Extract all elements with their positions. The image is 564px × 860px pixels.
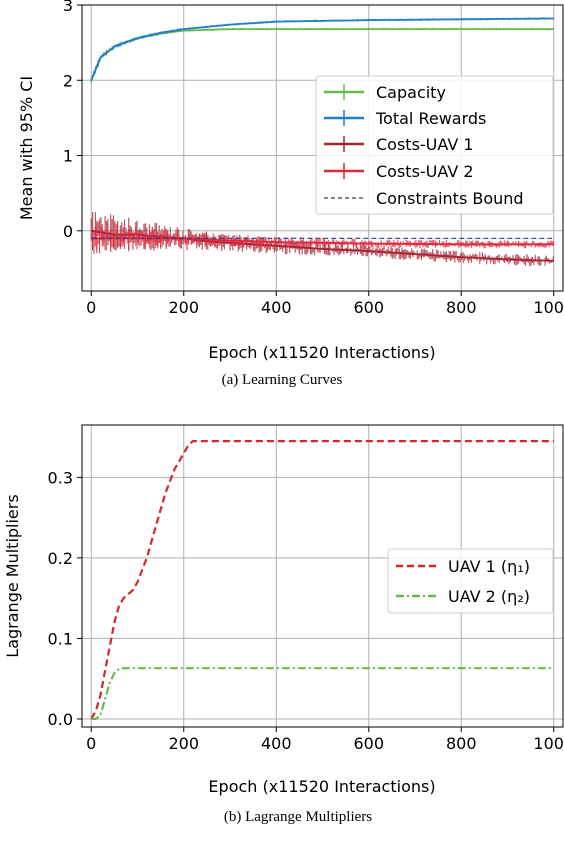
x-tick-label: 800 <box>446 298 477 317</box>
lagrange-legend: UAV 1 (η₁) UAV 2 (η₂) <box>387 548 554 614</box>
y-tick-label: 3 <box>63 0 73 15</box>
legend-entry-total-rewards: Total Rewards <box>324 109 486 128</box>
series-line <box>90 28 554 81</box>
learning-curves-series <box>90 17 554 267</box>
y-tick-label: 0.3 <box>48 468 73 487</box>
x-tick-label: 0 <box>86 734 96 753</box>
lagrange-frame <box>81 424 564 728</box>
legend-entry-costs-uav-1: Costs-UAV 1 <box>324 135 474 154</box>
lagrange-ylabel: Lagrange Multipliers <box>3 494 22 657</box>
lagrange-xlabel: Epoch (x11520 Interactions) <box>208 777 435 796</box>
x-tick-label: 200 <box>168 298 199 317</box>
caption-b: (b) Lagrange Multipliers <box>224 809 372 825</box>
y-tick-label: 0.1 <box>48 629 73 648</box>
learning-curves-legend: Capacity Total Rewards Costs-UAV 1 Costs… <box>315 75 554 215</box>
y-tick-label: 0 <box>63 222 73 241</box>
learning-curves-xlabel: Epoch (x11520 Interactions) <box>208 343 435 362</box>
legend-entry-costs-uav-2: Costs-UAV 2 <box>324 162 474 181</box>
x-tick-label: 600 <box>353 298 384 317</box>
learning-curves-frame <box>81 4 564 292</box>
legend-label: Capacity <box>376 83 446 102</box>
legend-box <box>315 75 554 215</box>
series-line <box>90 17 554 81</box>
legend-label: Constraints Bound <box>376 189 524 208</box>
learning-curves-ylabel: Mean with 95% CI <box>17 76 36 220</box>
caption-a: (a) Learning Curves <box>222 372 343 388</box>
series-line <box>91 237 554 246</box>
lagrange-grid <box>82 425 563 727</box>
series-line <box>91 667 554 721</box>
legend-label: Costs-UAV 2 <box>376 162 474 181</box>
series-ci-band <box>90 27 554 83</box>
x-tick-label: 400 <box>261 734 292 753</box>
legend-label: Total Rewards <box>375 109 486 128</box>
legend-entry-uav-1: UAV 1 (η₁) <box>396 557 530 576</box>
x-tick-label: 0 <box>86 298 96 317</box>
lagrange-series <box>90 440 554 721</box>
y-tick-label: 1 <box>63 147 73 166</box>
y-tick-label: 0.2 <box>48 549 73 568</box>
legend-label: UAV 1 (η₁) <box>448 557 530 576</box>
x-tick-label: 800 <box>446 734 477 753</box>
x-tick-label: 400 <box>261 298 292 317</box>
legend-entry-constraints-bound: Constraints Bound <box>324 189 524 208</box>
legend-label: UAV 2 (η₂) <box>448 587 530 606</box>
y-tick-label: 2 <box>63 71 73 90</box>
x-tick-label: 600 <box>353 734 384 753</box>
legend-entry-uav-2: UAV 2 (η₂) <box>396 587 530 606</box>
y-tick-label: 0.0 <box>48 710 73 729</box>
legend-entry-capacity: Capacity <box>324 83 446 102</box>
x-tick-label: 200 <box>168 734 199 753</box>
series-ci-band <box>90 17 554 83</box>
legend-label: Costs-UAV 1 <box>376 135 474 154</box>
